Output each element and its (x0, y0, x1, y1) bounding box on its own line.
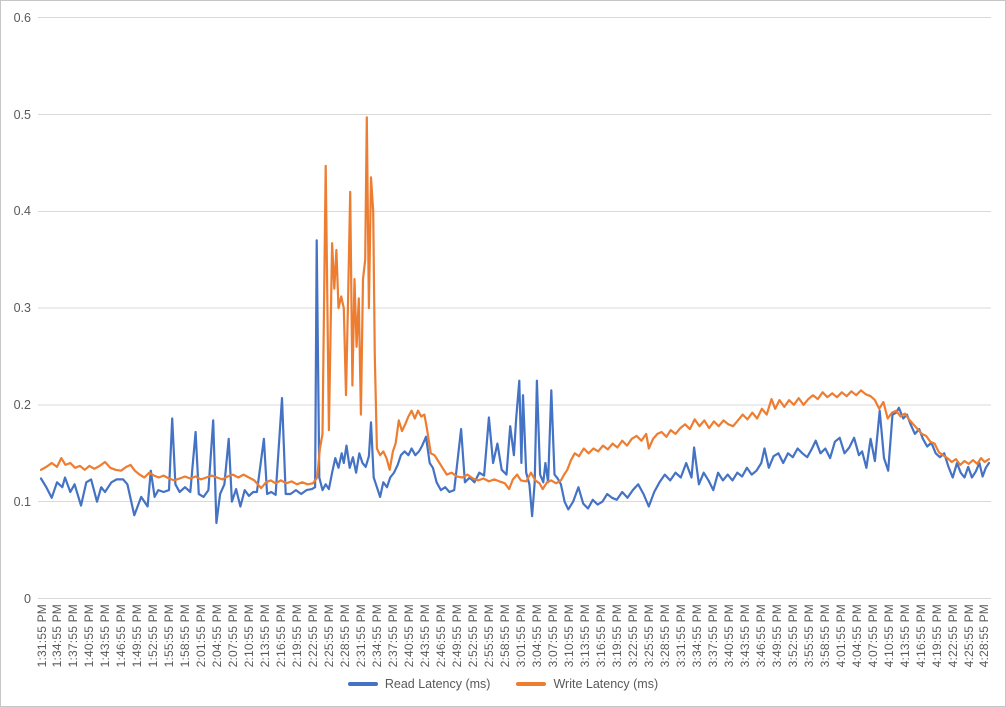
x-tick-label: 1:34:55 PM (50, 604, 65, 668)
x-tick-label: 2:19:55 PM (290, 604, 305, 668)
x-tick-label: 2:52:55 PM (466, 604, 481, 668)
y-tick-label: 0.3 (13, 301, 31, 316)
legend-item-read-latency: Read Latency (ms) (347, 677, 491, 691)
x-tick-label: 3:07:55 PM (545, 604, 560, 668)
x-tick-label: 4:25:55 PM (961, 604, 976, 668)
x-tick-label: 2:10:55 PM (242, 604, 257, 668)
x-tick-label: 1:43:55 PM (98, 604, 113, 668)
legend: Read Latency (ms) Write Latency (ms) (1, 677, 1005, 691)
x-tick-label: 2:04:55 PM (210, 604, 225, 668)
x-tick-label: 1:49:55 PM (130, 604, 145, 668)
x-tick-label: 4:07:55 PM (865, 604, 880, 668)
x-tick-label: 3:01:55 PM (513, 604, 528, 668)
x-tick-label: 3:10:55 PM (561, 604, 576, 668)
read-latency-line (39, 239, 991, 525)
x-tick-label: 3:37:55 PM (705, 604, 720, 668)
legend-label: Read Latency (ms) (384, 677, 491, 691)
x-tick-label: 1:37:55 PM (66, 604, 81, 668)
x-tick-label: 2:28:55 PM (338, 604, 353, 668)
x-tick-label: 3:31:55 PM (673, 604, 688, 668)
x-tick-label: 1:52:55 PM (146, 604, 161, 668)
x-tick-label: 2:49:55 PM (450, 604, 465, 668)
x-tick-label: 4:10:55 PM (881, 604, 896, 668)
y-tick-label: 0 (24, 591, 31, 606)
x-tick-label: 2:55:55 PM (482, 604, 497, 668)
x-tick-label: 2:25:55 PM (322, 604, 337, 668)
x-tick-label: 3:22:55 PM (625, 604, 640, 668)
read-latency-swatch (347, 682, 378, 686)
y-tick-label: 0.5 (13, 107, 31, 122)
x-tick-label: 3:55:55 PM (801, 604, 816, 668)
x-tick-label: 3:40:55 PM (721, 604, 736, 668)
plot-area (38, 17, 991, 599)
x-tick-label: 3:52:55 PM (785, 604, 800, 668)
x-tick-label: 2:13:55 PM (258, 604, 273, 668)
x-tick-label: 1:31:55 PM (34, 604, 49, 668)
x-tick-label: 3:19:55 PM (609, 604, 624, 668)
x-tick-label: 2:37:55 PM (386, 604, 401, 668)
x-tick-label: 1:55:55 PM (162, 604, 177, 668)
x-tick-label: 4:22:55 PM (945, 604, 960, 668)
y-tick-label: 0.1 (13, 494, 31, 509)
legend-item-write-latency: Write Latency (ms) (516, 677, 658, 691)
x-tick-label: 2:34:55 PM (370, 604, 385, 668)
x-tick-label: 3:28:55 PM (657, 604, 672, 668)
x-tick-label: 1:46:55 PM (114, 604, 129, 668)
x-tick-label: 2:58:55 PM (498, 604, 512, 668)
write-latency-swatch (516, 682, 547, 686)
x-tick-label: 2:43:55 PM (418, 604, 433, 668)
x-tick-label: 3:25:55 PM (641, 604, 656, 668)
x-tick-label: 2:16:55 PM (274, 604, 289, 668)
x-tick-label: 4:28:55 PM (977, 604, 992, 668)
x-tick-label: 3:04:55 PM (529, 604, 544, 668)
x-tick-label: 3:46:55 PM (753, 604, 768, 668)
x-tick-label: 3:43:55 PM (737, 604, 752, 668)
x-tick-label: 2:31:55 PM (354, 604, 369, 668)
x-tick-label: 2:01:55 PM (194, 604, 209, 668)
x-tick-label: 3:34:55 PM (689, 604, 704, 668)
x-tick-label: 3:16:55 PM (593, 604, 608, 668)
x-tick-label: 2:46:55 PM (434, 604, 449, 668)
write-latency-line (39, 116, 991, 491)
x-tick-label: 2:40:55 PM (402, 604, 417, 668)
x-tick-label: 4:13:55 PM (897, 604, 912, 668)
y-tick-label: 0.4 (13, 204, 31, 219)
x-tick-label: 3:13:55 PM (577, 604, 592, 668)
x-tick-label: 3:49:55 PM (769, 604, 784, 668)
y-tick-label: 0.6 (13, 10, 31, 25)
x-tick-label: 1:40:55 PM (82, 604, 97, 668)
y-tick-label: 0.2 (13, 397, 31, 412)
legend-label: Write Latency (ms) (553, 677, 659, 691)
x-tick-label: 4:01:55 PM (833, 604, 848, 668)
x-tick-label: 4:19:55 PM (929, 604, 944, 668)
x-tick-label: 2:07:55 PM (226, 604, 241, 668)
x-tick-label: 3:58:55 PM (817, 604, 832, 668)
x-tick-label: 2:22:55 PM (306, 604, 321, 668)
x-tick-label: 4:16:55 PM (913, 604, 928, 668)
x-tick-label: 1:58:55 PM (178, 604, 193, 668)
x-tick-label: 4:04:55 PM (849, 604, 864, 668)
